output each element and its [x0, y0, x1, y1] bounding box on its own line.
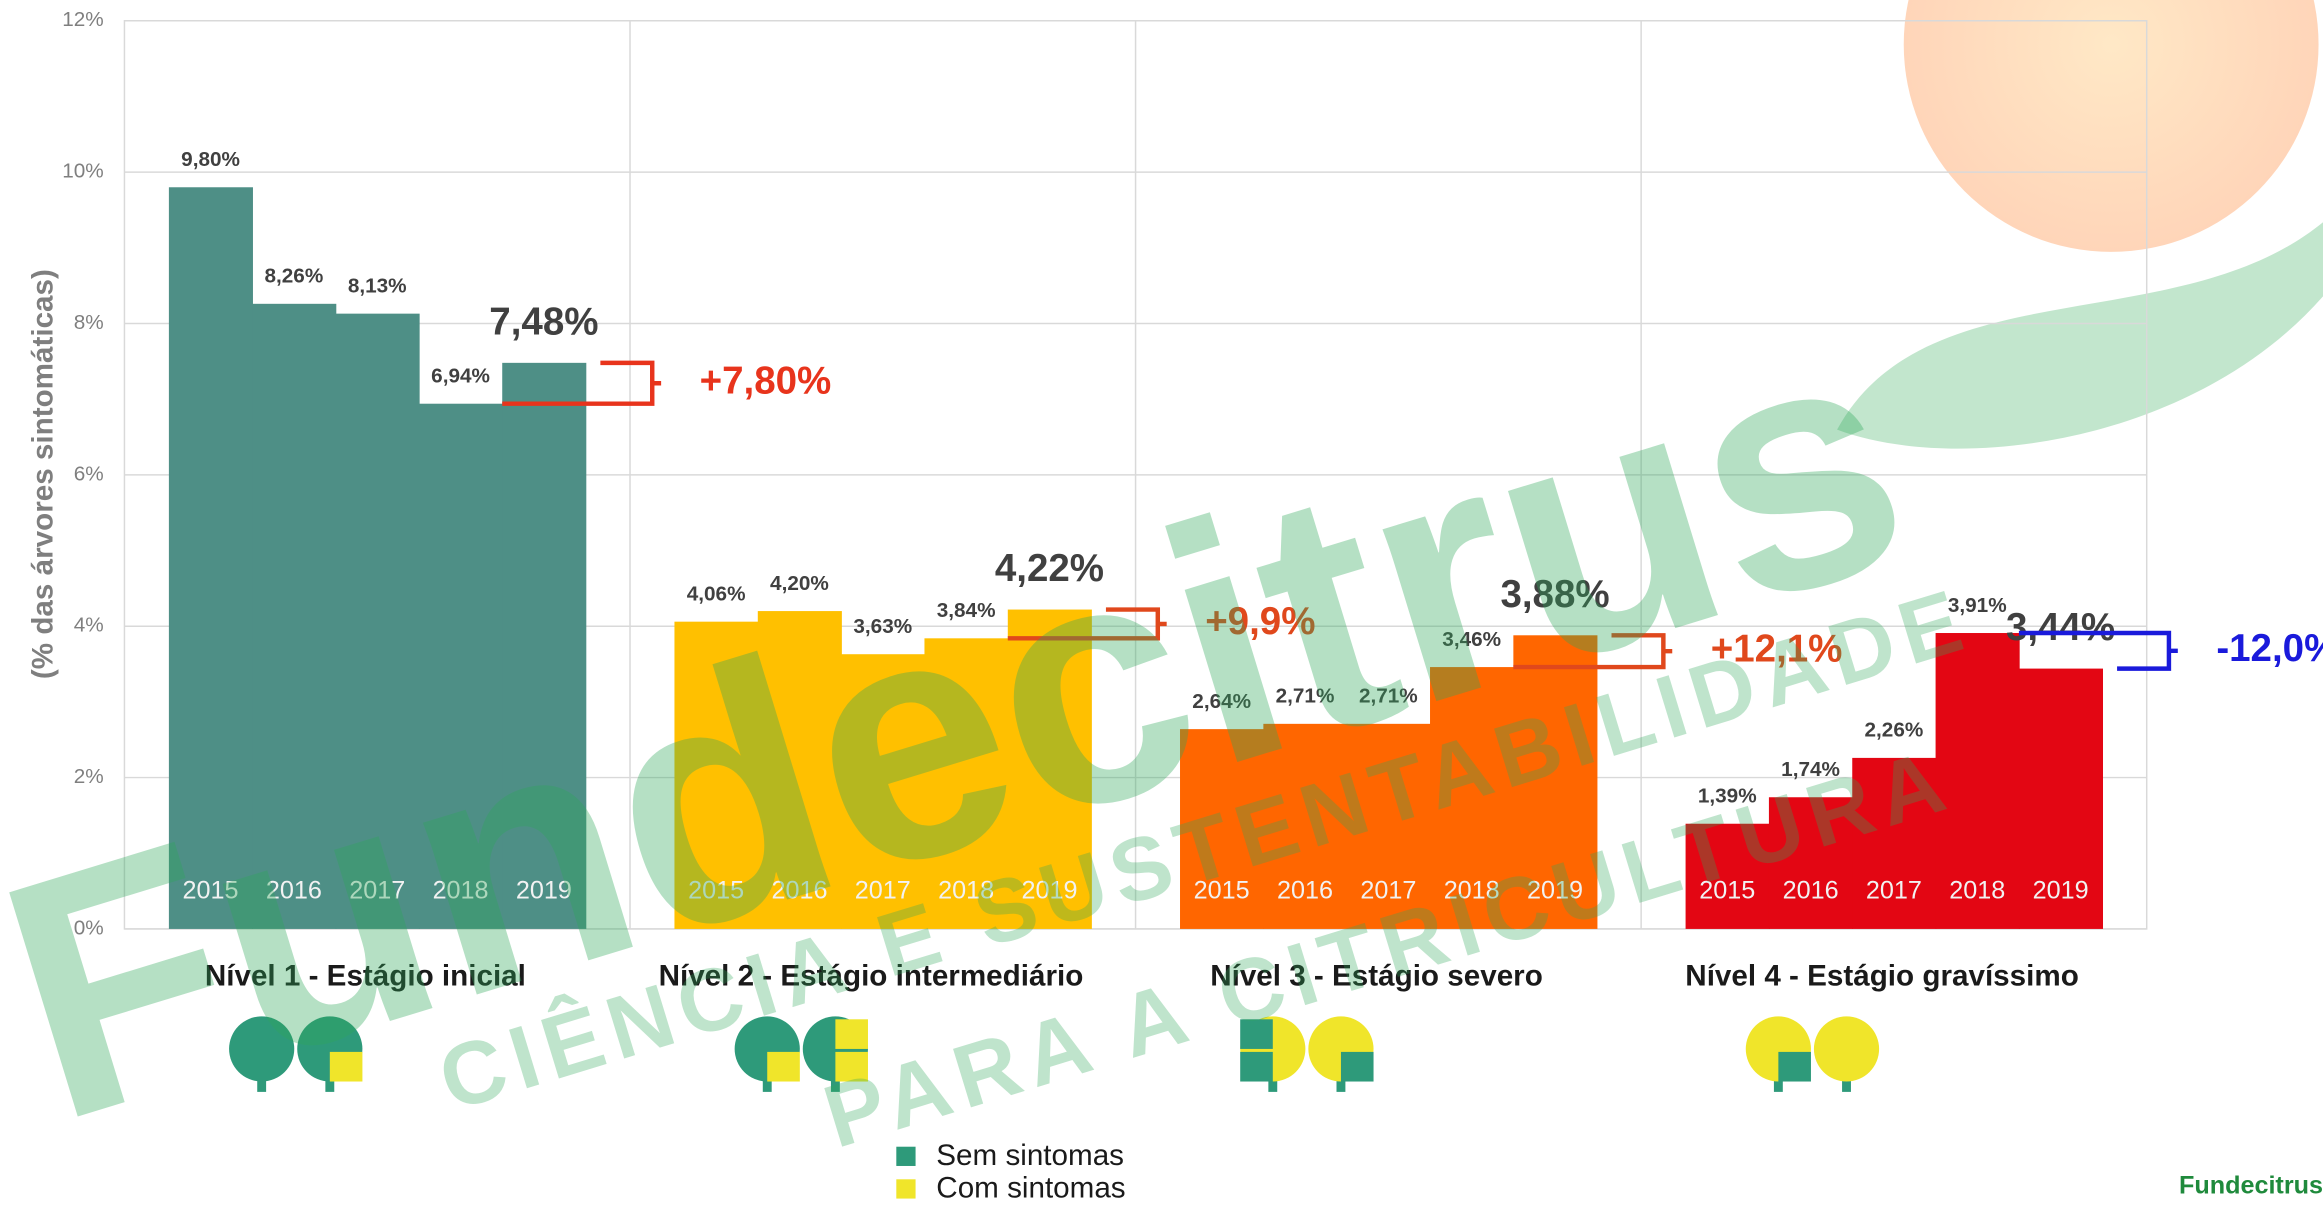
- logo-text: Fundecitrus: [2179, 1171, 2323, 1199]
- value-label: 2,26%: [1865, 719, 1924, 742]
- x-tick-label: 2018: [433, 877, 489, 905]
- legend-label: Sem sintomas: [936, 1139, 1124, 1172]
- bar: [418, 403, 503, 929]
- bar: [1513, 635, 1598, 929]
- bar: [1007, 609, 1092, 929]
- x-tick-label: 2019: [2033, 877, 2089, 905]
- value-label: 4,06%: [687, 582, 746, 605]
- bar: [168, 187, 253, 929]
- bar: [1935, 633, 2020, 929]
- change-bracket: [2018, 630, 2178, 671]
- change-label: +9,9%: [1205, 600, 1315, 643]
- value-label: 6,94%: [431, 365, 490, 388]
- logo-sun: [1903, 0, 2319, 252]
- change-bracket: [1513, 633, 1673, 670]
- value-label: 1,39%: [1698, 785, 1757, 808]
- bar: [757, 611, 842, 929]
- bar: [924, 638, 1009, 929]
- value-label: 3,46%: [1442, 628, 1501, 651]
- x-tick-label: 2017: [349, 877, 405, 905]
- group-label: Nível 3 - Estágio severo: [1210, 960, 1543, 993]
- value-label: 3,91%: [1948, 594, 2007, 617]
- tree-crown: [1813, 1016, 1880, 1082]
- bar: [674, 621, 759, 929]
- x-tick-label: 2016: [266, 877, 322, 905]
- y-tick-label: 10%: [62, 160, 104, 183]
- value-label: 3,63%: [853, 615, 912, 638]
- change-bracket: [1007, 607, 1167, 641]
- bar: [252, 303, 337, 929]
- group-label: Nível 1 - Estágio inicial: [205, 960, 526, 993]
- x-tick-label: 2016: [1783, 877, 1839, 905]
- value-label: 8,13%: [348, 274, 407, 297]
- y-tick-label: 4%: [74, 614, 104, 637]
- bar: [1263, 723, 1348, 929]
- y-axis-label: (% das árvores sintomáticas): [26, 269, 59, 679]
- x-tick-label: 2019: [1021, 877, 1077, 905]
- value-label: 2,71%: [1359, 685, 1418, 708]
- tree-symptom: [329, 1051, 363, 1082]
- tree-symptom: [835, 1019, 868, 1049]
- x-tick-label: 2017: [1866, 877, 1922, 905]
- y-tick-label: 6%: [74, 462, 104, 485]
- x-tick-label: 2017: [855, 877, 911, 905]
- change-label: +7,80%: [700, 359, 832, 402]
- plot: 0% 2% 4% 6% 8% 10% 12% 2015 9,80% 2016 8,26% 2017 8,…: [62, 8, 2323, 1204]
- bar: [1852, 757, 1937, 929]
- x-tick-label: 2015: [183, 877, 239, 905]
- tree-symptom: [1340, 1051, 1374, 1082]
- x-tick-label: 2015: [1699, 877, 1755, 905]
- bar: [1346, 723, 1431, 929]
- x-tick-label: 2016: [1277, 877, 1333, 905]
- legend-label: Com sintomas: [936, 1172, 1125, 1205]
- value-label: 7,48%: [489, 300, 598, 343]
- x-tick-label: 2018: [938, 877, 994, 905]
- change-bracket: [502, 360, 662, 406]
- change-label: -12,0%: [2216, 627, 2323, 670]
- bar: [1685, 823, 1770, 929]
- tree-symptom: [1778, 1051, 1811, 1082]
- bar: [335, 313, 420, 929]
- bar: [1768, 797, 1853, 929]
- logo-leaf: [1837, 222, 2323, 449]
- bar: [1180, 729, 1265, 929]
- value-label: 2,64%: [1192, 690, 1251, 713]
- bar: [2018, 668, 2103, 929]
- value-label: 3,84%: [937, 599, 996, 622]
- x-tick-label: 2018: [1949, 877, 2005, 905]
- bar: [502, 362, 587, 929]
- group-label: Nível 4 - Estágio gravíssimo: [1685, 960, 2079, 993]
- x-tick-label: 2019: [516, 877, 572, 905]
- value-label: 3,88%: [1500, 573, 1609, 616]
- group-label: Nível 2 - Estágio intermediário: [659, 960, 1084, 993]
- x-tick-label: 2019: [1527, 877, 1583, 905]
- tree-symptom: [1240, 1019, 1273, 1049]
- value-label: 1,74%: [1781, 758, 1840, 781]
- y-tick-label: 8%: [74, 311, 104, 334]
- bar: [841, 654, 926, 929]
- x-tick-label: 2018: [1444, 877, 1500, 905]
- x-tick-label: 2015: [688, 877, 744, 905]
- legend-swatch: [896, 1146, 916, 1166]
- value-label: 2,71%: [1276, 685, 1335, 708]
- y-tick-label: 2%: [74, 765, 104, 788]
- tree-symptom: [835, 1051, 868, 1082]
- value-label: 3,44%: [2006, 606, 2115, 649]
- change-label: +12,1%: [1711, 627, 1843, 670]
- x-tick-label: 2017: [1360, 877, 1416, 905]
- y-tick-label: 12%: [62, 8, 104, 31]
- tree-symptom: [767, 1051, 800, 1082]
- x-tick-label: 2015: [1194, 877, 1250, 905]
- tree-crown: [229, 1016, 295, 1082]
- value-label: 9,80%: [181, 148, 240, 171]
- tree-symptom: [1240, 1051, 1273, 1082]
- legend-swatch: [896, 1179, 916, 1199]
- value-label: 4,22%: [995, 547, 1104, 590]
- value-label: 4,20%: [770, 572, 829, 595]
- x-tick-label: 2016: [771, 877, 827, 905]
- bar: [1430, 667, 1515, 929]
- y-tick-label: 0%: [74, 916, 104, 939]
- value-label: 8,26%: [264, 265, 323, 288]
